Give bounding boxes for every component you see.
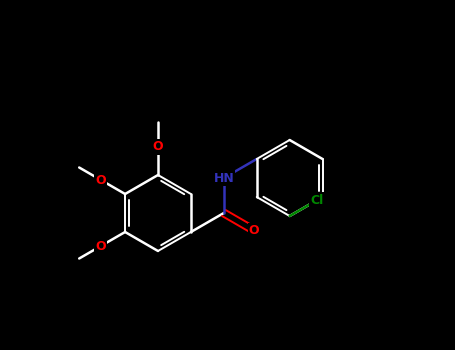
Text: O: O <box>153 140 163 154</box>
Text: O: O <box>96 174 106 187</box>
Text: HN: HN <box>213 172 234 184</box>
Text: O: O <box>96 239 106 252</box>
Text: Cl: Cl <box>311 194 324 206</box>
Text: O: O <box>249 224 259 237</box>
